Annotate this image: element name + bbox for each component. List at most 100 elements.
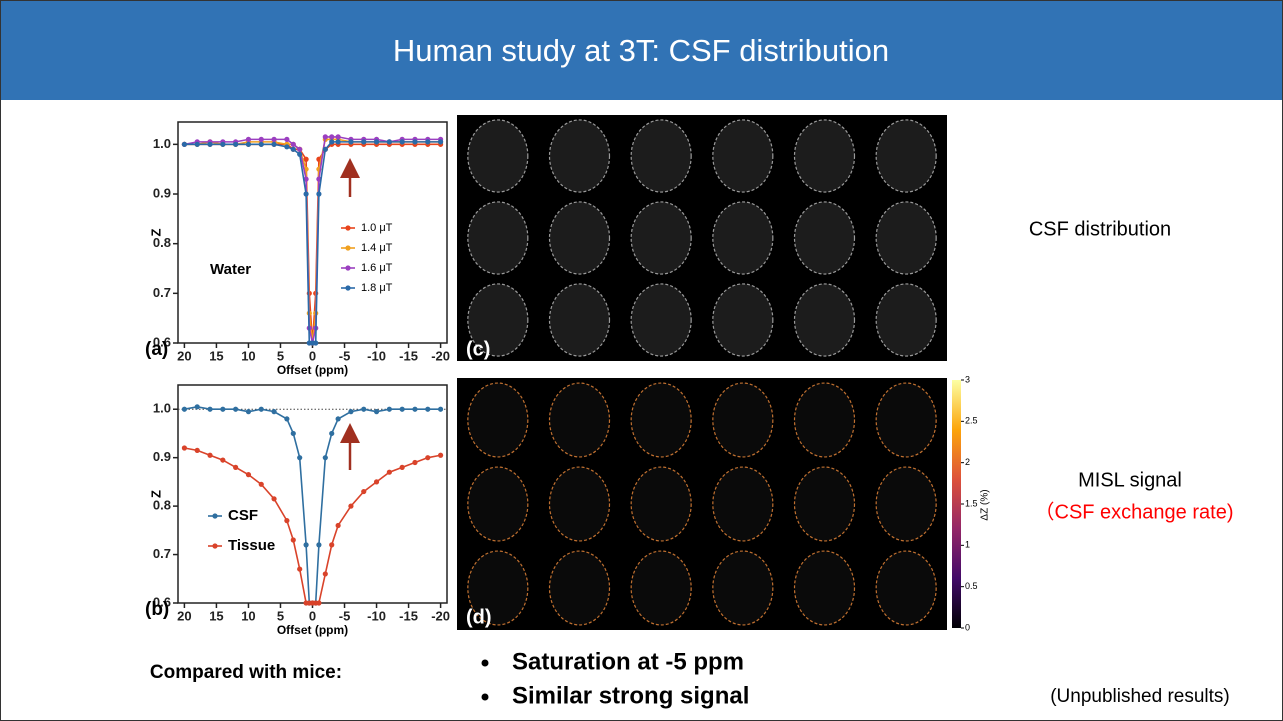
brain-slice (548, 382, 611, 458)
data-point (297, 151, 303, 157)
data-point (233, 406, 239, 412)
data-point (245, 409, 252, 415)
brain-slice (630, 201, 692, 275)
x-tick-label: 0 (309, 348, 316, 363)
x-tick-label: 10 (241, 348, 255, 363)
brain-slice (467, 283, 529, 357)
brain-slice (875, 119, 937, 193)
side-note: CSF distribution (1029, 218, 1171, 240)
brain-slice (712, 201, 774, 275)
data-point (329, 430, 335, 437)
data-point (329, 542, 335, 548)
brain-slice (875, 201, 937, 275)
panel-label: (d) (466, 606, 492, 628)
data-point (194, 141, 200, 147)
data-point (348, 503, 354, 509)
x-tick-label: -15 (399, 348, 418, 363)
data-point (399, 139, 405, 145)
data-point (290, 146, 296, 152)
data-point (220, 141, 226, 147)
brain-slice (467, 201, 529, 275)
colorbar-tick-label: 0.5 (965, 581, 978, 591)
x-tick-label: 5 (277, 608, 284, 623)
x-tick-label: -15 (399, 608, 418, 623)
brain-slice (875, 283, 937, 357)
data-point (373, 409, 380, 415)
data-point (181, 445, 188, 451)
panel-label: (b) (145, 599, 169, 620)
data-point (290, 537, 296, 543)
brain-slice (875, 382, 937, 458)
legend-label: 1.6 μT (361, 262, 393, 274)
legend-label: 1.0 μT (361, 222, 393, 234)
data-point (361, 139, 367, 145)
data-point (233, 141, 239, 147)
bullet-text: Similar strong signal (512, 682, 749, 709)
image-panel-d (457, 378, 947, 630)
colorbar-tick-label: 2.5 (965, 416, 978, 426)
data-point (335, 134, 341, 140)
data-point (348, 409, 354, 415)
brain-slice (712, 466, 774, 542)
x-tick-label: 15 (209, 608, 223, 623)
data-point (297, 146, 303, 152)
colorbar-tick-label: 1 (965, 540, 970, 550)
x-tick-label: 0 (309, 608, 316, 623)
header-bar (1, 1, 1282, 100)
side-note: （CSF exchange rate) (1035, 500, 1234, 523)
y-tick-label: 0.6 (153, 334, 171, 349)
data-point (386, 469, 392, 475)
data-point (284, 518, 290, 524)
footer-note: (Unpublished results) (1050, 686, 1230, 707)
data-point (335, 522, 341, 529)
data-point (437, 139, 444, 145)
brain-slice (630, 466, 692, 542)
data-point (220, 457, 226, 463)
data-point (316, 542, 322, 548)
y-tick-label: 0.9 (153, 185, 171, 200)
bullet (481, 659, 489, 667)
data-point (290, 141, 296, 147)
y-axis-label: Z (148, 228, 163, 236)
bullet (481, 693, 489, 701)
y-tick-label: 0.7 (153, 285, 171, 300)
colorbar-tick-label: 1.5 (965, 498, 978, 508)
brain-slice (548, 201, 611, 275)
colorbar-label: ΔZ (%) (980, 489, 991, 520)
data-point (207, 141, 213, 147)
brain-slice (630, 283, 692, 357)
brain-slice (548, 119, 611, 193)
data-point (335, 139, 341, 145)
data-point (361, 488, 367, 495)
x-tick-label: 20 (177, 608, 191, 623)
data-point (361, 406, 367, 412)
colorbar (952, 380, 961, 628)
data-point (412, 139, 418, 145)
data-point (316, 600, 322, 606)
x-tick-label: -20 (431, 348, 450, 363)
y-tick-label: 0.7 (153, 546, 171, 561)
data-point (271, 409, 277, 415)
data-point (373, 139, 380, 145)
brain-slice (875, 550, 937, 626)
y-tick-label: 0.9 (153, 449, 171, 464)
data-point (373, 479, 380, 485)
brain-slice (630, 382, 692, 458)
legend-label: 1.8 μT (361, 282, 393, 294)
data-point (258, 406, 264, 412)
brain-slice (630, 550, 692, 626)
panel-label: (a) (145, 339, 168, 360)
brain-slice (467, 119, 529, 193)
brain-slice (467, 550, 529, 626)
bullet-text: Saturation at -5 ppm (512, 648, 744, 675)
data-point (313, 340, 319, 346)
data-point (258, 136, 264, 142)
data-point (207, 452, 213, 458)
y-tick-label: 0.8 (153, 235, 171, 250)
y-tick-label: 1.0 (153, 401, 171, 416)
data-point (335, 416, 341, 422)
legend-label: Tissue (228, 537, 275, 554)
brain-slice (467, 382, 529, 458)
